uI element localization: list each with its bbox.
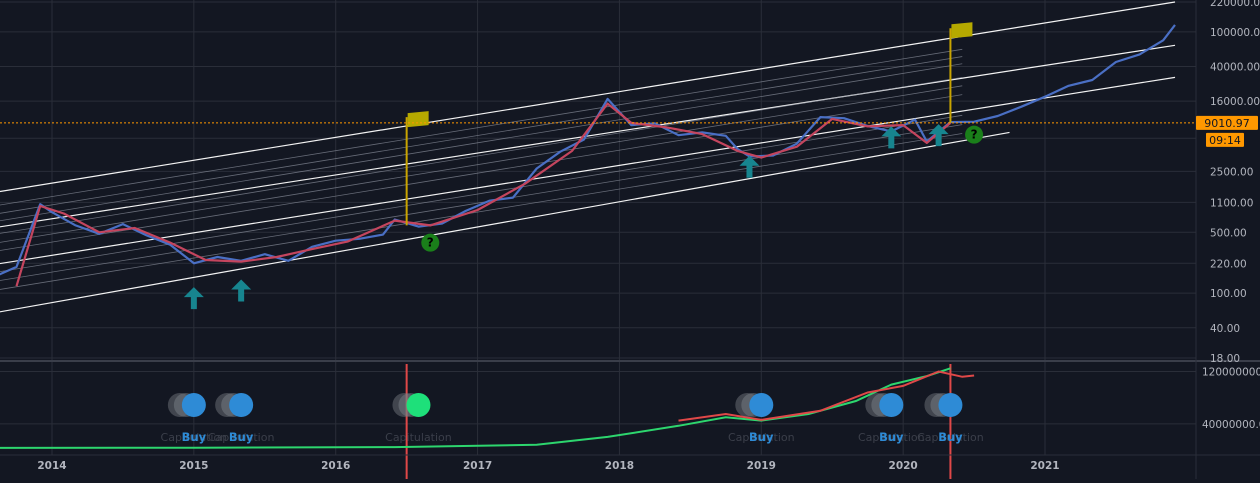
signal-dot: [938, 393, 963, 417]
indicator-tick-label: 120000000.00: [1202, 367, 1260, 379]
x-tick-label: 2019: [747, 460, 776, 472]
y-tick-label: 16000.00: [1210, 96, 1260, 108]
x-tick-label: 2020: [889, 460, 918, 472]
y-tick-label: 220000.00: [1210, 0, 1260, 9]
y-tick-label: 2500.00: [1210, 166, 1253, 178]
time-label: 09:14: [1209, 134, 1241, 147]
channel-lines: [0, 1, 1176, 313]
x-axis: 2014 2015 2016 2017 2018 2019 2020 2021: [0, 454, 1260, 472]
x-tick-label: 2021: [1030, 460, 1059, 472]
channel-line: [0, 56, 963, 214]
signal-buy-label: Buy: [879, 430, 904, 444]
signal-dot: [406, 393, 431, 417]
signal-dim-label: Capitulation: [385, 431, 452, 444]
question-icon-glyph: ?: [427, 236, 434, 250]
time-badge: [1206, 132, 1244, 147]
current-price-badge: [1196, 115, 1258, 130]
price-series-line: [15, 102, 952, 287]
channel-line: [0, 76, 1176, 265]
channel-line: [0, 48, 963, 206]
up-arrow-icon: [928, 124, 949, 147]
current-price-label: 9010.97: [1204, 117, 1250, 130]
up-arrow-icon: [881, 126, 902, 149]
channel-line: [0, 63, 963, 222]
y-tick-label: 100.00: [1210, 288, 1247, 300]
x-tick-label: 2015: [179, 460, 208, 472]
question-icon-glyph: ?: [971, 128, 978, 142]
x-tick-label: 2017: [463, 460, 492, 472]
signal-dot: [749, 393, 774, 417]
indicator-line: [678, 370, 975, 422]
signal-dot: [229, 393, 254, 417]
y-tick-label: 500.00: [1210, 227, 1247, 239]
signal-buy-label: Buy: [749, 430, 774, 444]
indicator-line: [0, 367, 951, 449]
signal-dim-label: Capitulation: [161, 431, 228, 444]
question-icon: [421, 233, 440, 252]
x-tick-label: 2016: [321, 460, 350, 472]
channel-line: [0, 94, 963, 251]
y-axis: 220000.00100000.0040000.0016000.0062500.…: [1210, 0, 1260, 365]
y-tick-label: 40.00: [1210, 323, 1240, 335]
signal-buy-label: Buy: [229, 430, 254, 444]
flag-icon: [951, 22, 973, 39]
y-tick-label: 18.00: [1210, 353, 1240, 365]
y-tick-label: 1100.00: [1210, 197, 1253, 209]
signal-dim-label: Capitulation: [858, 431, 925, 444]
price-series: [0, 24, 1176, 287]
annotation-markers: ??: [183, 124, 984, 310]
indicator-pane: 120000000.0040000000.00CapitulationBuyCa…: [0, 364, 1260, 479]
signal-buy-label: Buy: [938, 430, 963, 444]
signal-dot: [181, 393, 206, 417]
up-arrow-icon: [183, 287, 204, 310]
signal-dim-label: Capitulation: [728, 431, 795, 444]
channel-line: [0, 76, 963, 234]
y-tick-label: 40000.00: [1210, 61, 1260, 73]
up-arrow-icon: [231, 279, 252, 302]
channel-line: [0, 131, 1010, 313]
signal-dim-label: Capitulation: [208, 431, 275, 444]
indicator-tick-label: 40000000.00: [1202, 419, 1260, 431]
signal-dim-label: Capitulation: [917, 431, 984, 444]
channel-line: [0, 124, 963, 281]
question-icon: [965, 125, 984, 144]
y-tick-label: 220.00: [1210, 258, 1247, 270]
x-tick-label: 2014: [37, 460, 66, 472]
signal-dot: [879, 393, 904, 417]
x-tick-label: 2018: [605, 460, 634, 472]
flag-icon: [407, 111, 429, 128]
up-arrow-icon: [739, 155, 760, 178]
signal-buy-label: Buy: [182, 430, 207, 444]
channel-line: [0, 44, 1176, 228]
y-tick-label: 100000.00: [1210, 27, 1260, 39]
channel-line: [0, 114, 963, 273]
channel-line: [0, 133, 963, 290]
